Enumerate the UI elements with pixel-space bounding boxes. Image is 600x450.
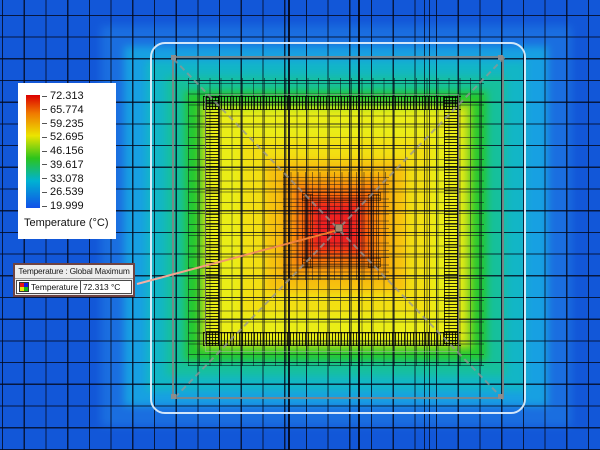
legend-tick (42, 136, 47, 138)
legend-value: 59.235 (50, 117, 84, 130)
legend-value: 72.313 (50, 90, 84, 102)
legend-row: 39.617 (42, 159, 84, 171)
legend-tick (42, 95, 47, 97)
legend-row: 72.313 (42, 90, 84, 102)
legend-tick (42, 191, 47, 193)
mesh-line-thick-2 (358, 0, 360, 450)
mesh-line-double-a (424, 0, 425, 450)
callout-header: Temperature : Global Maximum (15, 265, 133, 279)
callout-value: 72.313 °C (83, 282, 121, 292)
mesh-band-plate-bottom (203, 332, 461, 346)
mesh-line-thick-1 (288, 0, 290, 450)
legend-tick (42, 109, 47, 111)
bounds-handle-tl (171, 55, 176, 60)
mesh-band-core-left (302, 194, 313, 268)
mesh-grid-medium (188, 78, 484, 366)
legend-title: Temperature (°C) (24, 217, 109, 229)
temperature-probe-icon (19, 282, 29, 292)
legend-value: 26.539 (50, 186, 84, 199)
legend-tick (42, 164, 47, 166)
legend-tick (42, 123, 47, 124)
plate-outline (205, 94, 459, 352)
legend-tick (42, 178, 47, 179)
callout-row: Temperature 72.313 °C (15, 279, 133, 295)
legend-tick (42, 150, 47, 152)
legend-row: 52.695 (42, 131, 84, 143)
legend-value: 19.999 (50, 200, 84, 212)
legend-row: 33.078 (42, 173, 84, 185)
mesh-band-plate-top (203, 96, 461, 110)
temperature-legend[interactable]: 72.313 65.774 59.235 52.695 46.156 39.61… (18, 83, 116, 239)
callout-value-cell: 72.313 °C (81, 280, 132, 294)
legend-row: 59.235 (42, 118, 84, 130)
legend-tick (42, 205, 47, 207)
legend-value: 65.774 (50, 103, 84, 116)
mesh-band-plate-right (444, 96, 458, 344)
bounds-handle-bl (171, 394, 176, 399)
legend-row: 26.539 (42, 186, 84, 198)
mesh-band-core-top (302, 192, 381, 201)
legend-value: 33.078 (50, 172, 84, 185)
legend-row: 65.774 (42, 104, 84, 116)
legend-value: 52.695 (50, 131, 84, 144)
max-temperature-marker (335, 224, 343, 232)
callout-label-cell: Temperature (16, 280, 82, 294)
legend-row: 19.999 (42, 200, 84, 212)
mesh-band-core-right (368, 194, 379, 268)
max-temperature-callout[interactable]: Temperature : Global Maximum Temperature… (13, 263, 135, 297)
mesh-line-double-b (429, 0, 430, 450)
legend-colorbar (26, 95, 40, 208)
model-bounds-outline (172, 56, 504, 399)
enclosure-outline (150, 42, 526, 414)
legend-scale-values: 72.313 65.774 59.235 52.695 46.156 39.61… (42, 90, 84, 212)
legend-value: 39.617 (50, 158, 84, 171)
legend-row: 46.156 (42, 145, 84, 157)
mesh-band-core-bottom (302, 258, 381, 267)
callout-series-label: Temperature (31, 282, 79, 292)
bounds-handle-tr (498, 55, 503, 60)
bounds-handle-br (498, 394, 503, 399)
legend-value: 46.156 (50, 145, 84, 157)
